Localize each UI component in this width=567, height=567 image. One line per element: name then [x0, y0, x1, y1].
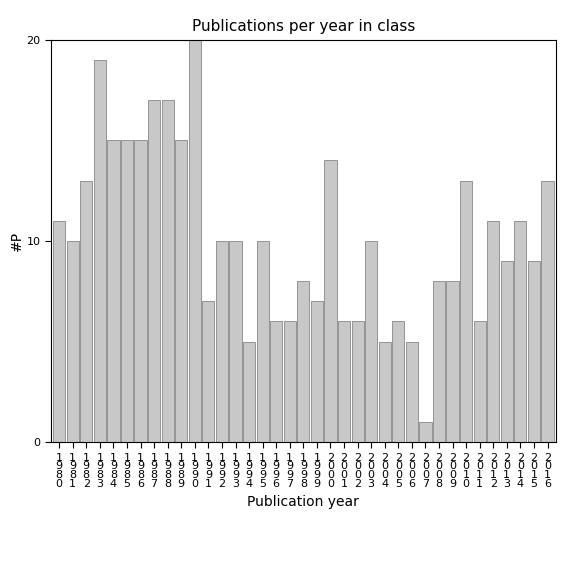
- Bar: [379, 341, 391, 442]
- Bar: [202, 302, 214, 442]
- Bar: [107, 141, 120, 442]
- Y-axis label: #P: #P: [10, 231, 24, 251]
- Bar: [460, 180, 472, 442]
- Bar: [189, 40, 201, 442]
- Bar: [243, 341, 255, 442]
- Bar: [94, 60, 106, 442]
- Bar: [256, 241, 269, 442]
- Bar: [134, 141, 147, 442]
- Bar: [121, 141, 133, 442]
- Title: Publications per year in class: Publications per year in class: [192, 19, 415, 35]
- Bar: [270, 321, 282, 442]
- Bar: [162, 100, 174, 442]
- Bar: [324, 160, 337, 442]
- Bar: [365, 241, 377, 442]
- Bar: [420, 422, 431, 442]
- Bar: [473, 321, 486, 442]
- Bar: [67, 241, 79, 442]
- Bar: [446, 281, 459, 442]
- X-axis label: Publication year: Publication year: [247, 494, 359, 509]
- Bar: [230, 241, 242, 442]
- Bar: [80, 180, 92, 442]
- Bar: [433, 281, 445, 442]
- Bar: [216, 241, 228, 442]
- Bar: [514, 221, 527, 442]
- Bar: [487, 221, 500, 442]
- Bar: [284, 321, 296, 442]
- Bar: [406, 341, 418, 442]
- Bar: [175, 141, 187, 442]
- Bar: [148, 100, 160, 442]
- Bar: [297, 281, 310, 442]
- Bar: [392, 321, 404, 442]
- Bar: [541, 180, 553, 442]
- Bar: [352, 321, 363, 442]
- Bar: [311, 302, 323, 442]
- Bar: [53, 221, 65, 442]
- Bar: [338, 321, 350, 442]
- Bar: [501, 261, 513, 442]
- Bar: [528, 261, 540, 442]
